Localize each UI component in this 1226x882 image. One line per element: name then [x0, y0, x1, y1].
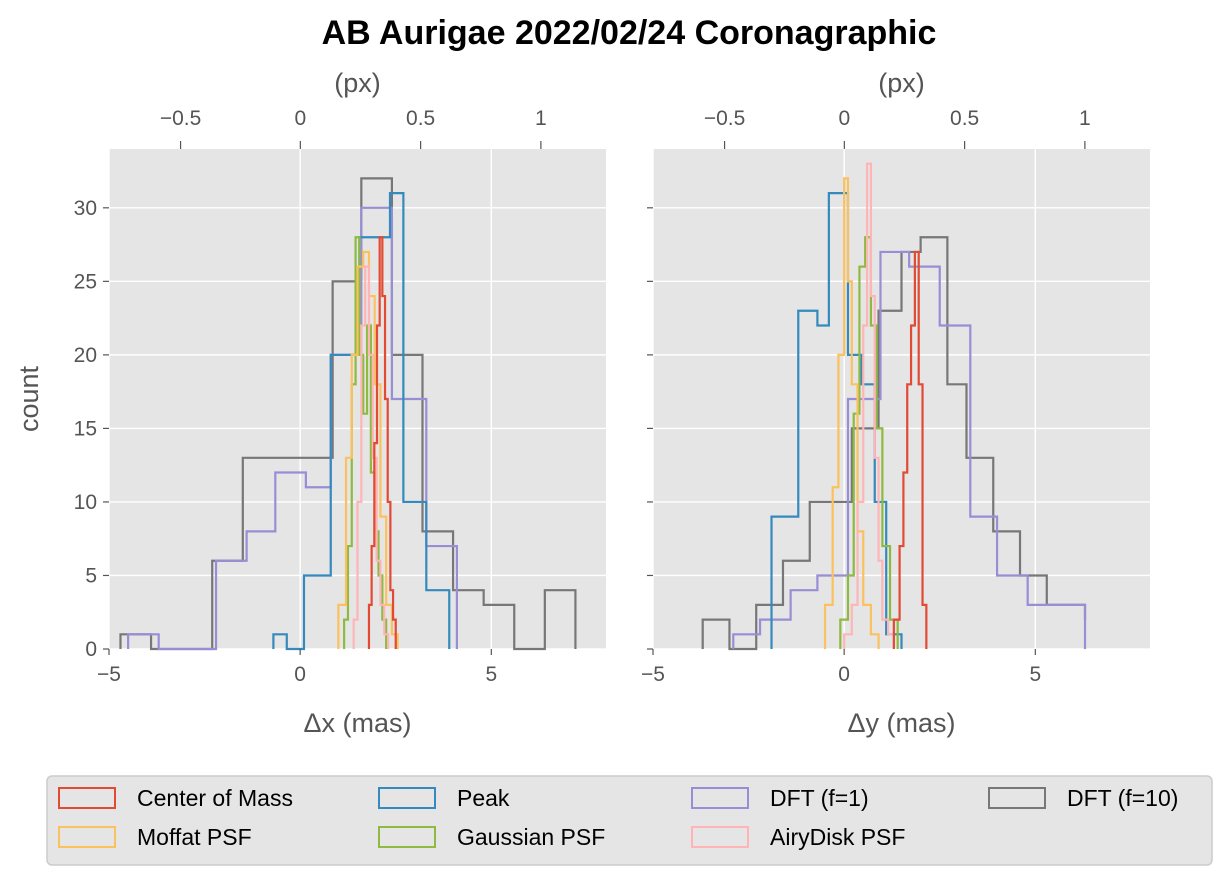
top-x-tick-label: 0.5 [950, 107, 979, 130]
y-tick-label: 20 [74, 344, 97, 367]
x-tick-label: 0 [838, 663, 850, 686]
legend-item: DFT (f=10) [988, 785, 1178, 811]
x-tick-label: −5 [97, 663, 121, 686]
legend-item: Peak [378, 785, 510, 811]
top-x-tick-label: −0.5 [704, 107, 745, 130]
legend-swatch [691, 787, 749, 809]
y-tick-label: 25 [74, 270, 97, 293]
legend-label: Moffat PSF [137, 824, 252, 850]
y-axis-label: count [14, 365, 44, 432]
legend: Center of Mass Moffat PSF Peak Gaussian PSF… [46, 775, 1213, 866]
series-moffat-psf [823, 177, 880, 649]
top-x-tick-label: −0.5 [160, 107, 201, 130]
legend-swatch [378, 787, 436, 809]
series-dft-f-1 [732, 250, 1087, 649]
top-x-tick-label: 0 [295, 107, 307, 130]
y-tick-label: 5 [85, 564, 97, 587]
top-x-tick-label: 1 [535, 107, 547, 130]
top-axis-label: (px) [878, 68, 925, 98]
legend-label: Center of Mass [137, 785, 293, 811]
legend-item: Center of Mass [58, 785, 293, 811]
chart-title: AB Aurigae 2022/02/24 Coronagraphic [322, 14, 937, 52]
top-x-tick-label: 1 [1079, 107, 1091, 130]
y-tick-label: 10 [74, 491, 97, 514]
series-center-of-mass [367, 236, 397, 649]
legend-label: AiryDisk PSF [770, 824, 905, 850]
legend-item: AiryDisk PSF [691, 824, 905, 850]
legend-item: Moffat PSF [58, 824, 252, 850]
legend-swatch [691, 826, 749, 848]
x-tick-label: 5 [485, 663, 497, 686]
series-airydisk-psf [352, 265, 390, 649]
histogram-panel-2: −5 0 5 −0.5 0 0.5 1 Δy (mas) (px) [641, 68, 1150, 738]
x-tick-label: −5 [641, 663, 665, 686]
legend-swatch [988, 787, 1046, 809]
y-tick-label: 30 [74, 197, 97, 220]
x-axis-label: Δy (mas) [847, 708, 955, 738]
legend-item: DFT (f=1) [691, 785, 869, 811]
legend-label: DFT (f=10) [1067, 785, 1178, 811]
top-axis-label: (px) [334, 68, 381, 98]
legend-label: Gaussian PSF [457, 824, 605, 850]
legend-swatch [58, 787, 116, 809]
series-dft-f-10 [701, 236, 1087, 651]
top-x-tick-label: 0.5 [406, 107, 435, 130]
series-center-of-mass [892, 250, 928, 649]
legend-label: DFT (f=1) [770, 785, 869, 811]
legend-label: Peak [457, 785, 510, 811]
legend-frame [46, 775, 1213, 866]
legend-item: Gaussian PSF [378, 824, 605, 850]
x-tick-label: 0 [294, 663, 306, 686]
series-airydisk-psf [843, 162, 895, 649]
legend-swatch [58, 826, 116, 848]
x-tick-label: 5 [1029, 663, 1041, 686]
y-tick-label: 0 [85, 638, 97, 661]
series-gaussian-psf [343, 236, 388, 649]
x-axis-label: Δx (mas) [303, 708, 411, 738]
top-x-tick-label: 0 [839, 107, 851, 130]
legend-swatch [378, 826, 436, 848]
plot-area [653, 149, 1150, 649]
y-tick-label: 15 [74, 417, 97, 440]
